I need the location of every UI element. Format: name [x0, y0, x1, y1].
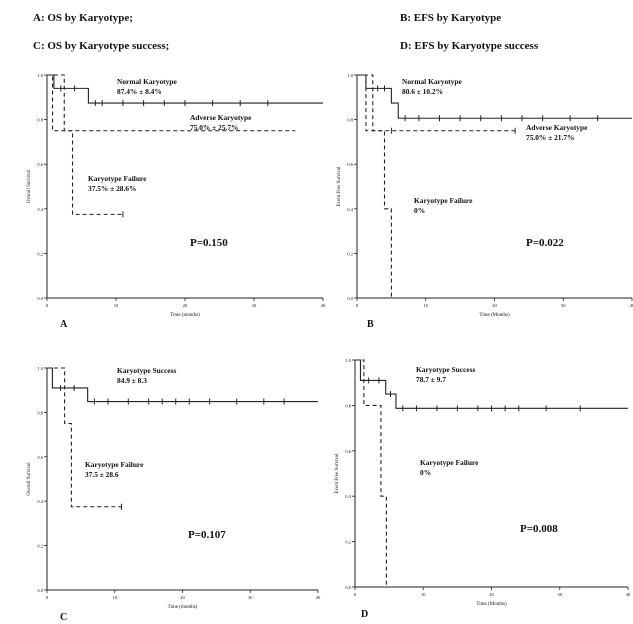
panel-label: D [361, 609, 368, 620]
y-tick-label: 0.4 [345, 494, 351, 499]
x-tick-label: 10 [424, 303, 429, 308]
y-tick-label: 0.2 [345, 540, 351, 545]
series-label: Karyotype Success [117, 366, 176, 375]
x-tick-label: 40 [630, 303, 633, 308]
y-tick-label: 0.8 [37, 118, 43, 123]
series-estimate: 37.5% ± 28.6% [88, 184, 136, 193]
x-tick-label: 0 [356, 303, 359, 308]
p-value: P=0.150 [190, 237, 228, 249]
x-tick-label: 0 [354, 592, 357, 597]
y-axis-label: Event Free Survival [335, 453, 340, 494]
y-tick-label: 0.2 [37, 251, 43, 256]
series-label: Normal Karyotype [402, 77, 462, 86]
series-label: Normal Karyotype [117, 77, 177, 86]
y-axis-label: Event Free Survival [337, 166, 342, 207]
series-label: Adverse Karyotype [526, 123, 588, 132]
km-curve-dashed [357, 74, 516, 132]
y-tick-label: 0.8 [345, 403, 351, 408]
x-tick-label: 20 [492, 303, 497, 308]
y-tick-label: 0.0 [345, 585, 351, 590]
y-tick-label: 0.2 [37, 544, 43, 549]
series-estimate: 87.4% ± 8.4% [117, 87, 162, 96]
series-estimate: 80.6 ± 10.2% [402, 87, 443, 96]
y-tick-label: 0.0 [37, 296, 43, 301]
y-tick-label: 1.0 [347, 73, 353, 78]
panel-label: B [367, 319, 374, 330]
p-value: P=0.107 [188, 529, 226, 541]
series-label: Karyotype Failure [414, 196, 473, 205]
km-curve-dashed [355, 359, 387, 587]
caption-a: A: OS by Karyotype; [33, 12, 133, 24]
series-estimate: 0% [420, 468, 431, 477]
p-value: P=0.022 [526, 237, 564, 249]
caption-b: B: EFS by Karyotype [400, 12, 502, 24]
x-tick-label: 40 [316, 595, 321, 600]
km-curve-solid [47, 74, 323, 104]
y-tick-label: 0.2 [347, 251, 353, 256]
series-estimate: 0% [414, 206, 425, 215]
series-estimate: 78.7 ± 9.7 [416, 375, 446, 384]
km-panel-b: 0.0 0.2 0.4 0.6 0.8 1.0 0 10 20 30 40 Time (Months)… [337, 73, 633, 330]
y-tick-label: 0.8 [37, 410, 43, 415]
x-tick-label: 20 [489, 592, 494, 597]
km-curve-solid [357, 74, 632, 119]
panel-label: A [60, 319, 68, 330]
x-tick-label: 20 [180, 595, 185, 600]
p-value: P=0.008 [520, 523, 558, 535]
x-tick-label: 40 [321, 303, 326, 308]
series-label: Karyotype Failure [88, 174, 147, 183]
y-axis-label: Overall Survival [27, 169, 32, 203]
series-estimate: 84.9 ± 8.3 [117, 376, 147, 385]
series-label: Karyotype Success [416, 365, 475, 374]
km-curve-solid [355, 359, 628, 409]
km-panel-d: 0.0 0.2 0.4 0.6 0.8 1.0 0 10 20 30 40 Time (Months)… [335, 358, 631, 620]
km-panel-c: 0.0 0.2 0.4 0.6 0.8 1.0 0 10 20 30 40 Time (months)… [27, 366, 321, 623]
y-tick-label: 0.6 [37, 455, 43, 460]
caption-d: D: EFS by Karyotype success [400, 40, 539, 52]
y-tick-label: 0.8 [347, 118, 353, 123]
x-tick-label: 10 [113, 595, 118, 600]
caption-c: C: OS by Karyotype success; [33, 40, 170, 52]
x-tick-label: 30 [248, 595, 253, 600]
y-tick-label: 0.4 [37, 207, 43, 212]
x-axis-label: Time (Months) [476, 602, 507, 607]
x-tick-label: 0 [46, 595, 49, 600]
x-tick-label: 10 [114, 303, 119, 308]
y-tick-label: 1.0 [37, 73, 43, 78]
y-tick-label: 0.0 [347, 296, 353, 301]
series-estimate: 75.0% ± 21.7% [526, 133, 574, 142]
y-tick-label: 1.0 [37, 366, 43, 371]
series-label: Karyotype Failure [420, 458, 479, 467]
y-tick-label: 0.4 [37, 499, 43, 504]
series-estimate: 75.0% ± 25.7% [190, 123, 238, 132]
series-label: Adverse Karyotype [190, 113, 252, 122]
x-tick-label: 20 [183, 303, 188, 308]
x-tick-label: 0 [46, 303, 49, 308]
x-tick-label: 30 [252, 303, 257, 308]
y-axis-label: Overall Survival [27, 462, 32, 496]
y-tick-label: 0.6 [345, 449, 351, 454]
x-tick-label: 30 [558, 592, 563, 597]
y-tick-label: 0.4 [347, 207, 353, 212]
series-label: Karyotype Failure [85, 460, 144, 469]
x-axis-label: Time (months) [170, 313, 200, 318]
panel-label: C [60, 612, 67, 623]
y-tick-label: 0.0 [37, 588, 43, 593]
x-tick-label: 10 [421, 592, 426, 597]
x-tick-label: 30 [561, 303, 566, 308]
km-curve-dashed [47, 367, 122, 508]
km-curve-dashed [47, 74, 123, 215]
y-tick-label: 1.0 [345, 358, 351, 363]
series-estimate: 37.5 ± 28.6 [85, 470, 119, 479]
km-curve-dashed [357, 74, 392, 298]
y-tick-label: 0.6 [347, 162, 353, 167]
x-axis-label: Time (months) [168, 605, 198, 610]
y-tick-label: 0.6 [37, 162, 43, 167]
km-panel-a: 0.0 0.2 0.4 0.6 0.8 1.0 0 10 20 30 40 Time (months)… [27, 73, 326, 330]
x-tick-label: 40 [626, 592, 631, 597]
x-axis-label: Time (Months) [479, 313, 510, 318]
km-curve-solid [47, 367, 318, 403]
